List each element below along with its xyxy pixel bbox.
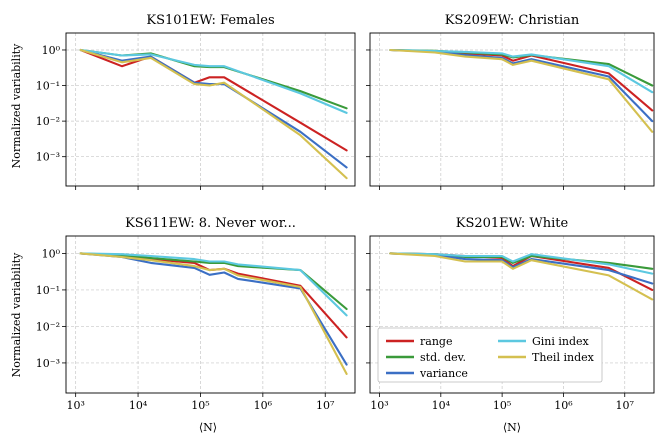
panel-title: KS611EW: 8. Never wor... [125, 216, 296, 231]
series-line-gini-index [79, 252, 348, 317]
panel-title: KS209EW: Christian [445, 13, 580, 28]
chart-panel-3: 10³ 10⁴ 10⁵ 10⁶ 10⁷ 10⁻³ 10⁻² 10⁻¹ 10⁰ KS611EW: 8… [36, 216, 356, 412]
plot-frame [65, 235, 356, 394]
panel-title: KS201EW: White [456, 216, 569, 231]
panel-title: KS101EW: Females [146, 13, 274, 28]
y-axis-label-bottom: Normalized variability [10, 252, 23, 377]
x-tick-label: 10⁵ [191, 399, 209, 412]
legend-label: Theil index [532, 351, 595, 364]
series-line-theil-index [79, 48, 348, 180]
series-line-theil-index [389, 252, 654, 301]
plot-frame [369, 235, 655, 394]
legend: range std. dev. variance Gini index Theil in… [377, 327, 603, 383]
x-axis-label-right: ⟨N⟩ [503, 421, 521, 434]
x-tick-label: 10⁷ [616, 399, 635, 412]
series-line-variance [389, 252, 654, 285]
plot-frame [65, 32, 356, 187]
x-tick-label: 10⁴ [129, 399, 148, 412]
series-line-gini-index [389, 48, 654, 94]
x-tick-label: 10³ [370, 399, 388, 412]
x-tick-label: 10³ [66, 399, 84, 412]
chart-panel-4: 10³ 10⁴ 10⁵ 10⁶ 10⁷ KS201EW: White [366, 216, 655, 412]
series-line-theil-index [79, 252, 348, 375]
y-tick-label: 10⁻¹ [36, 284, 60, 297]
legend-label: std. dev. [420, 351, 466, 364]
series-line-gini-index [79, 48, 348, 114]
series-line-range [79, 48, 348, 152]
series-line-theil-index [389, 48, 654, 133]
y-tick-label: 10⁰ [42, 44, 61, 57]
chart-panel-1: 10⁻³ 10⁻² 10⁻¹ 10⁰ KS101EW: Females [36, 13, 356, 190]
series-line-range [79, 252, 348, 339]
x-tick-label: 10⁶ [254, 399, 273, 412]
y-tick-label: 10⁻² [36, 115, 60, 128]
series-line-variance [79, 48, 348, 169]
x-tick-label: 10⁶ [554, 399, 573, 412]
legend-label: range [420, 335, 452, 348]
x-axis-label-left: ⟨N⟩ [199, 421, 217, 434]
y-tick-label: 10⁻³ [36, 357, 60, 370]
y-tick-label: 10⁻³ [36, 151, 60, 164]
chart-panel-2: KS209EW: Christian [366, 13, 655, 190]
x-tick-label: 10⁴ [432, 399, 451, 412]
y-tick-label: 10⁻² [36, 320, 60, 333]
y-tick-label: 10⁰ [42, 247, 61, 260]
y-axis-label-top: Normalized variability [10, 43, 23, 168]
plot-frame [369, 32, 655, 187]
series-line-gini-index [389, 252, 654, 275]
x-tick-label: 10⁷ [316, 399, 335, 412]
series-line-std-dev- [79, 48, 348, 110]
legend-box [377, 327, 603, 383]
legend-label: variance [419, 367, 468, 380]
legend-label: Gini index [532, 335, 590, 348]
y-tick-label: 10⁻¹ [36, 80, 60, 93]
x-tick-label: 10⁵ [493, 399, 511, 412]
